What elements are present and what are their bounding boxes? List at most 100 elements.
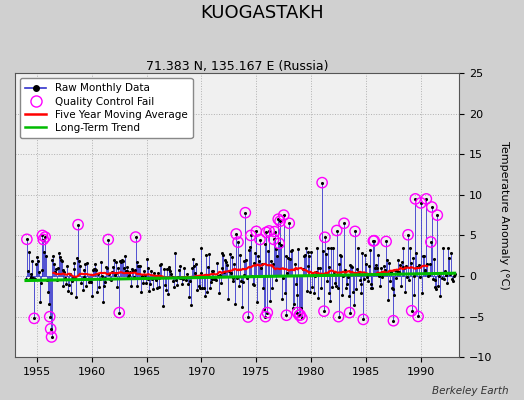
Point [395, 269, 403, 275]
Point [165, 266, 173, 272]
Point [32, 254, 41, 260]
Point [433, 212, 442, 218]
Point [345, 310, 354, 316]
Point [433, 212, 442, 218]
Point [115, 310, 123, 316]
Point [295, 312, 303, 318]
Point [360, 276, 368, 282]
Point [173, 274, 182, 280]
Point [211, 274, 220, 281]
Point [265, 228, 274, 234]
Point [132, 234, 140, 240]
Point [275, 240, 283, 246]
Point [422, 196, 431, 202]
Point [351, 228, 359, 234]
Point [219, 265, 227, 272]
Point [262, 229, 270, 236]
Point [58, 266, 67, 273]
Point [37, 266, 46, 273]
Point [258, 285, 267, 292]
Point [244, 314, 252, 320]
Point [260, 241, 269, 247]
Point [364, 278, 372, 284]
Point [149, 286, 157, 292]
Point [188, 264, 196, 271]
Point [400, 265, 409, 271]
Point [23, 236, 31, 242]
Point [63, 263, 71, 269]
Point [327, 245, 335, 251]
Point [318, 180, 326, 186]
Point [116, 257, 124, 264]
Point [365, 247, 374, 253]
Point [247, 273, 256, 280]
Y-axis label: Temperature Anomaly (°C): Temperature Anomaly (°C) [499, 141, 509, 290]
Point [104, 236, 113, 243]
Point [382, 238, 390, 245]
Point [195, 284, 204, 291]
Point [150, 270, 158, 277]
Point [406, 244, 414, 251]
Point [271, 246, 280, 252]
Point [376, 265, 385, 271]
Point [340, 220, 348, 226]
Point [194, 274, 202, 280]
Point [367, 285, 376, 292]
Point [86, 278, 94, 284]
Point [314, 295, 323, 302]
Point [220, 269, 228, 275]
Point [261, 314, 270, 320]
Point [425, 272, 433, 278]
Point [411, 196, 420, 202]
Point [426, 261, 434, 268]
Point [154, 283, 162, 290]
Point [192, 261, 200, 267]
Point [170, 284, 178, 290]
Point [441, 272, 450, 278]
Point [112, 270, 120, 276]
Point [70, 260, 79, 266]
Point [35, 269, 43, 275]
Point [41, 234, 49, 240]
Point [443, 280, 452, 286]
Point [242, 257, 250, 263]
Point [359, 316, 367, 323]
Point [404, 232, 412, 238]
Point [290, 261, 299, 267]
Point [23, 236, 31, 242]
Point [183, 280, 192, 287]
Point [408, 254, 417, 261]
Point [206, 279, 215, 285]
Point [384, 297, 392, 304]
Point [324, 290, 333, 296]
Point [140, 268, 148, 274]
Point [108, 264, 117, 270]
Point [346, 262, 355, 268]
Point [46, 314, 54, 320]
Point [240, 258, 248, 264]
Point [38, 232, 47, 239]
Point [134, 263, 143, 269]
Point [52, 266, 60, 272]
Point [199, 274, 208, 280]
Point [356, 281, 365, 287]
Point [418, 290, 426, 296]
Point [381, 267, 389, 273]
Point [54, 265, 62, 272]
Point [196, 270, 205, 276]
Point [392, 275, 400, 281]
Point [292, 292, 301, 298]
Point [68, 278, 76, 284]
Point [422, 196, 431, 202]
Point [341, 267, 349, 273]
Point [22, 275, 30, 282]
Point [319, 248, 327, 254]
Point [313, 265, 322, 271]
Point [101, 275, 110, 282]
Point [332, 282, 340, 289]
Point [298, 315, 306, 322]
Point [151, 277, 160, 283]
Point [279, 212, 288, 218]
Point [282, 312, 291, 318]
Point [320, 308, 328, 314]
